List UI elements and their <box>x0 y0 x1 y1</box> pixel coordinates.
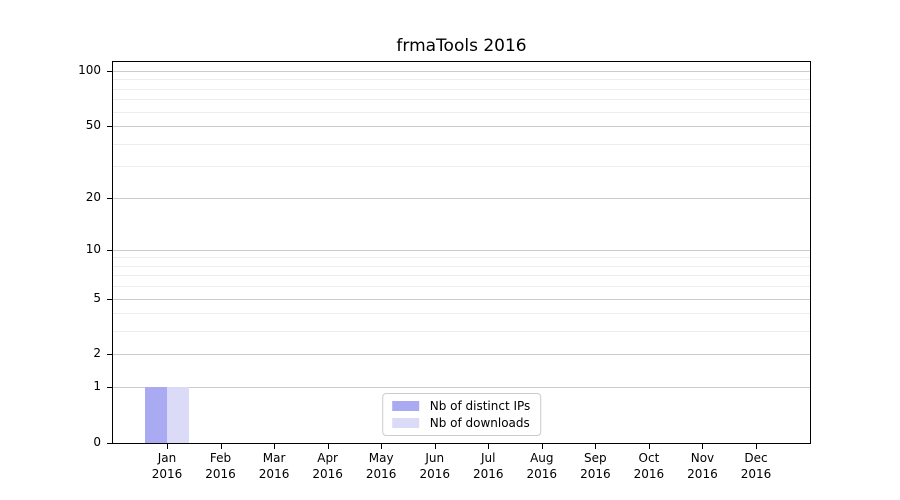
x-tick-label: Oct 2016 <box>617 450 681 482</box>
x-tick-mark <box>595 444 597 449</box>
minor-gridline <box>113 331 810 333</box>
x-tick-label: May 2016 <box>349 450 413 482</box>
x-tick-month: Dec <box>744 451 768 465</box>
major-gridline <box>113 71 810 73</box>
x-tick-year: 2016 <box>151 467 183 481</box>
x-tick-label: Feb 2016 <box>189 450 253 482</box>
x-tick-label: Nov 2016 <box>670 450 734 482</box>
x-tick-mark <box>541 444 543 449</box>
bar-downloads <box>167 387 189 443</box>
x-tick-year: 2016 <box>687 467 718 481</box>
minor-gridline <box>113 79 810 81</box>
x-tick-mark <box>220 444 222 449</box>
x-tick-mark <box>274 444 276 449</box>
legend-swatch-downloads <box>391 418 419 428</box>
x-tick-label: Dec 2016 <box>724 450 788 482</box>
y-tick-mark <box>107 197 112 199</box>
x-tick-mark <box>702 444 704 449</box>
y-tick-label: 100 <box>78 63 101 78</box>
minor-gridline <box>113 88 810 90</box>
x-tick-label: Mar 2016 <box>242 450 306 482</box>
minor-gridline <box>113 313 810 315</box>
legend-item-distinct-ips: Nb of distinct IPs <box>391 399 531 413</box>
minor-gridline <box>113 111 810 113</box>
major-gridline <box>113 197 810 199</box>
x-tick-year: 2016 <box>472 467 504 481</box>
minor-gridline <box>113 286 810 288</box>
x-tick-mark <box>327 444 329 449</box>
x-tick-year: 2016 <box>419 467 450 481</box>
y-tick-label: 1 <box>93 379 101 394</box>
x-tick-label: Aug 2016 <box>510 450 574 482</box>
x-tick-mark <box>434 444 436 449</box>
x-tick-year: 2016 <box>312 467 343 481</box>
y-tick-label: 5 <box>93 290 101 305</box>
major-gridline <box>113 354 810 356</box>
legend-label-distinct-ips: Nb of distinct IPs <box>429 399 531 413</box>
y-tick-label: 2 <box>93 346 101 361</box>
legend: Nb of distinct IPs Nb of downloads <box>381 393 542 436</box>
minor-gridline <box>113 257 810 259</box>
y-tick-mark <box>107 126 112 128</box>
y-tick-label: 50 <box>85 118 101 133</box>
x-tick-month: Jan <box>157 451 177 465</box>
plot-area: Nb of distinct IPs Nb of downloads <box>112 61 811 444</box>
legend-label-downloads: Nb of downloads <box>429 416 530 430</box>
x-tick-label: Jan 2016 <box>135 450 199 482</box>
y-tick-mark <box>107 249 112 251</box>
legend-item-downloads: Nb of downloads <box>391 416 531 430</box>
x-tick-month: Sep <box>584 451 607 465</box>
minor-gridline <box>113 99 810 101</box>
major-gridline <box>113 298 810 300</box>
x-tick-year: 2016 <box>580 467 611 481</box>
y-tick-mark <box>107 298 112 300</box>
x-tick-mark <box>648 444 650 449</box>
x-tick-month: Feb <box>209 451 232 465</box>
major-gridline <box>113 387 810 389</box>
y-tick-mark <box>107 354 112 356</box>
x-tick-mark <box>756 444 757 449</box>
x-tick-year: 2016 <box>205 467 236 481</box>
x-tick-label: Jul 2016 <box>456 450 520 482</box>
x-tick-month: Jul <box>481 451 496 465</box>
bar-distinct-ips <box>145 387 167 443</box>
y-tick-mark <box>107 71 112 73</box>
x-tick-label: Apr 2016 <box>296 450 360 482</box>
x-tick-month: Aug <box>530 451 554 465</box>
y-tick-mark <box>107 443 112 444</box>
x-tick-month: Nov <box>690 451 715 465</box>
major-gridline <box>113 249 810 251</box>
x-tick-mark <box>488 444 490 449</box>
x-tick-month: Mar <box>262 451 286 465</box>
x-tick-label: Jun 2016 <box>403 450 467 482</box>
legend-swatch-distinct-ips <box>391 401 419 411</box>
y-tick-label: 10 <box>85 241 101 256</box>
minor-gridline <box>113 166 810 168</box>
minor-gridline <box>113 275 810 277</box>
x-tick-year: 2016 <box>740 467 772 481</box>
minor-gridline <box>113 265 810 267</box>
minor-gridline <box>113 143 810 145</box>
y-tick-mark <box>107 387 112 389</box>
chart-title: frmaTools 2016 <box>396 36 527 56</box>
major-gridline <box>113 126 810 128</box>
x-tick-month: Oct <box>638 451 660 465</box>
x-tick-month: May <box>368 451 394 465</box>
y-tick-label: 0 <box>93 435 101 449</box>
x-tick-mark <box>167 444 168 449</box>
x-tick-month: Apr <box>317 451 338 465</box>
x-tick-year: 2016 <box>633 467 665 481</box>
x-tick-mark <box>381 444 383 449</box>
x-tick-year: 2016 <box>258 467 290 481</box>
y-tick-label: 20 <box>85 189 101 204</box>
x-tick-year: 2016 <box>365 467 397 481</box>
x-tick-month: Jun <box>425 451 445 465</box>
x-tick-label: Sep 2016 <box>563 450 627 482</box>
x-tick-year: 2016 <box>526 467 558 481</box>
